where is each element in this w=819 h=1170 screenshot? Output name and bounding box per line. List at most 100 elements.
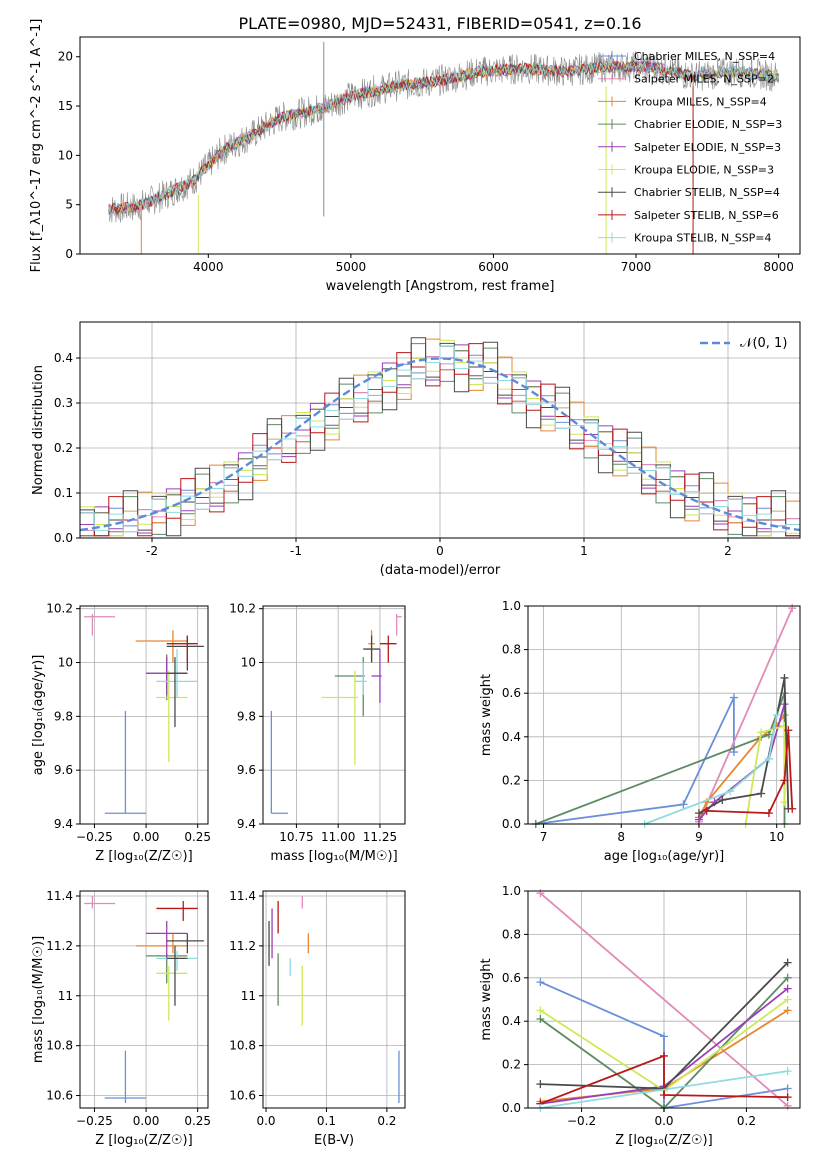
x-tick-label: 9 bbox=[695, 830, 703, 844]
weight-line bbox=[539, 892, 789, 1107]
mass_vs_EBV-axes: 0.0 0.1 0.2 10.6 10.8 11 11.2 11.4 E(B-V) bbox=[229, 889, 406, 1148]
weight-marker bbox=[783, 984, 792, 993]
y-tick-label: 5 bbox=[65, 198, 73, 212]
weight-marker bbox=[536, 1015, 545, 1024]
x-tick-label: 0.25 bbox=[184, 1114, 211, 1128]
x-tick-label: 0.25 bbox=[184, 830, 211, 844]
y-tick-label: 0.2 bbox=[54, 441, 73, 455]
y-tick-label: 11.2 bbox=[46, 939, 73, 953]
y-tick-label: 0.0 bbox=[502, 817, 521, 831]
x-axis-label: age [log₁₀(age/yr)] bbox=[604, 849, 725, 864]
x-axis-label: wavelength [Angstrom, rest frame] bbox=[326, 279, 555, 294]
x-tick-label: 5000 bbox=[336, 260, 367, 274]
axes-frame bbox=[527, 890, 801, 1109]
y-tick-label: 10 bbox=[241, 656, 256, 670]
x-tick-label: 8 bbox=[617, 830, 625, 844]
weight-marker bbox=[726, 787, 735, 796]
y-tick-label: 9.4 bbox=[54, 817, 73, 831]
y-tick-label: 1.0 bbox=[502, 884, 521, 898]
axes-frame bbox=[262, 605, 406, 825]
y-tick-label: 0.2 bbox=[502, 773, 521, 787]
weight-marker bbox=[783, 973, 792, 982]
y-tick-label: 0.6 bbox=[502, 971, 521, 985]
y-axis-label: mass weight bbox=[479, 674, 494, 756]
age_vs_mass-plot-area bbox=[270, 614, 402, 814]
weight_vs_age-axes: 7 8 9 10 0.0 0.2 0.4 0.6 0.8 1.0 age [log₁₀(age/yr… bbox=[479, 599, 801, 864]
x-tick-label: 8000 bbox=[763, 260, 794, 274]
y-tick-label: 0.6 bbox=[502, 686, 521, 700]
y-tick-label: 0.8 bbox=[502, 643, 521, 657]
weight-marker bbox=[694, 809, 703, 818]
x-axis-label: Z [log₁₀(Z/Z☉)] bbox=[95, 1133, 192, 1148]
y-tick-label: 10 bbox=[58, 656, 73, 670]
axes-frame bbox=[79, 36, 801, 255]
y-tick-label: 9.6 bbox=[54, 763, 73, 777]
weight-marker bbox=[783, 1006, 792, 1015]
x-tick-label: 2 bbox=[724, 544, 732, 558]
y-tick-label: 20 bbox=[58, 50, 73, 64]
weight-line bbox=[535, 697, 735, 825]
axes-frame bbox=[79, 890, 209, 1109]
weight-line bbox=[540, 1070, 788, 1109]
weight-marker bbox=[660, 1090, 668, 1099]
x-tick-label: 0.2 bbox=[737, 1114, 756, 1128]
y-tick-label: 9.8 bbox=[237, 709, 256, 723]
y-tick-label: 0.4 bbox=[54, 351, 73, 365]
weight-marker bbox=[764, 754, 773, 763]
legend-entry-label: Kroupa ELODIE, N_SSP=3 bbox=[634, 164, 774, 177]
x-axis-label: Z [log₁₀(Z/Z☉)] bbox=[95, 849, 192, 864]
legend-entry-label: Chabrier MILES, N_SSP=4 bbox=[634, 50, 775, 63]
y-axis-label: mass weight bbox=[479, 958, 494, 1040]
weight-marker bbox=[729, 693, 738, 702]
weight-marker bbox=[780, 673, 789, 682]
x-tick-label: 1 bbox=[580, 544, 588, 558]
y-tick-label: 0.4 bbox=[502, 730, 521, 744]
weight-marker bbox=[780, 776, 789, 785]
y-tick-label: 0.1 bbox=[54, 486, 73, 500]
y-tick-label: 11.2 bbox=[229, 939, 256, 953]
weight-marker bbox=[536, 1080, 545, 1089]
weight-line bbox=[540, 1054, 788, 1105]
x-tick-label: -2 bbox=[146, 544, 158, 558]
weight-marker bbox=[764, 809, 773, 818]
axes-frame bbox=[79, 321, 801, 539]
y-tick-label: 10.2 bbox=[46, 602, 73, 616]
weight-marker bbox=[757, 728, 766, 737]
x-tick-label: 0.0 bbox=[256, 1114, 275, 1128]
age_vs_Z-plot-area bbox=[84, 614, 204, 814]
weight-line bbox=[698, 607, 794, 823]
spectrum-legend: Chabrier MILES, N_SSP=4 Salpeter MILES, N… bbox=[598, 50, 782, 245]
y-tick-label: 0.0 bbox=[502, 1101, 521, 1115]
figure-title: PLATE=0980, MJD=52431, FIBERID=0541, z=0… bbox=[238, 14, 641, 33]
x-tick-label: 4000 bbox=[193, 260, 224, 274]
legend-entry-label: Salpeter ELODIE, N_SSP=3 bbox=[634, 141, 781, 154]
weight_vs_Z-plot-area bbox=[536, 889, 792, 1112]
age_vs_mass-axes: 10.75 11.00 11.25 9.4 9.6 9.8 10 10.2 mass [log₁… bbox=[229, 602, 406, 864]
weight-marker bbox=[702, 806, 711, 815]
x-tick-label: 0.1 bbox=[317, 1114, 336, 1128]
weight-marker bbox=[718, 796, 727, 805]
weight-marker bbox=[788, 604, 797, 613]
y-tick-label: 0.3 bbox=[54, 396, 73, 410]
mass_vs_EBV-plot-area bbox=[268, 895, 400, 1104]
spectrum-data-line bbox=[108, 51, 779, 223]
mass_vs_Z-axes: −0.25 0.00 0.25 10.6 10.8 11 11.2 11.4 Z [log₁₀(… bbox=[31, 889, 211, 1148]
spectrum-model-line bbox=[108, 60, 779, 217]
weight_vs_age-plot-area bbox=[531, 604, 797, 828]
y-axis-label: mass [log₁₀(M/M☉)] bbox=[31, 936, 46, 1063]
y-tick-label: 11 bbox=[58, 989, 73, 1003]
y-tick-label: 10 bbox=[58, 148, 73, 162]
weight-marker bbox=[757, 789, 766, 798]
weight-line bbox=[744, 724, 786, 825]
weight-marker bbox=[788, 804, 797, 813]
y-tick-label: 10.6 bbox=[229, 1089, 256, 1103]
histogram-step bbox=[80, 345, 800, 533]
legend-entry-label: Kroupa MILES, N_SSP=4 bbox=[634, 95, 767, 108]
weight-marker bbox=[764, 730, 773, 739]
spectrum-plot-area bbox=[108, 41, 779, 254]
x-tick-label: 11.00 bbox=[321, 830, 355, 844]
x-tick-label: 7000 bbox=[621, 260, 652, 274]
legend-entry-label: Salpeter MILES, N_SSP=2 bbox=[634, 73, 774, 86]
y-tick-label: 10.8 bbox=[229, 1039, 256, 1053]
